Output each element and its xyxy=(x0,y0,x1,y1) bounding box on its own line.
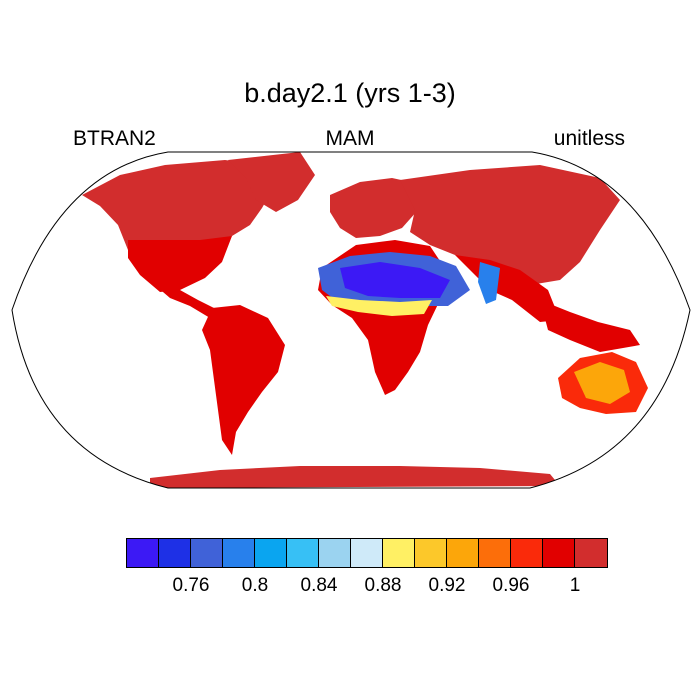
colorbar-swatch xyxy=(447,539,479,567)
australia-interior-region xyxy=(574,362,630,404)
colorbar-swatch xyxy=(575,539,607,567)
units-label: unitless xyxy=(553,127,625,150)
sahel-transition-region xyxy=(326,296,432,316)
north-america-region xyxy=(82,160,275,288)
colorbar-tick-label: 0.76 xyxy=(172,575,210,596)
colorbar-swatch xyxy=(351,539,383,567)
colorbar-tick-label: 0.84 xyxy=(300,575,338,596)
globe-outline xyxy=(11,151,691,489)
colorbar-swatch xyxy=(223,539,255,567)
colorbar-tick-label: 1 xyxy=(569,575,581,596)
colorbar-swatch xyxy=(287,539,319,567)
greenland-region xyxy=(228,152,315,212)
colorbar-swatch xyxy=(511,539,543,567)
colorbar-tick-label: 0.92 xyxy=(428,575,466,596)
variable-label: BTRAN2 xyxy=(73,127,156,150)
colorbar-swatch xyxy=(127,539,159,567)
colorbar-tick-label: 0.96 xyxy=(492,575,530,596)
colorbar-tick-label: 0.88 xyxy=(364,575,402,596)
south-america-region xyxy=(202,305,285,455)
colorbar-swatch xyxy=(479,539,511,567)
antarctica-region xyxy=(150,466,560,488)
colorbar-swatch xyxy=(159,539,191,567)
colorbar-swatch xyxy=(543,539,575,567)
colorbar-swatch xyxy=(383,539,415,567)
season-label: MAM xyxy=(325,127,375,150)
colorbar-swatch xyxy=(191,539,223,567)
colorbar-swatch xyxy=(415,539,447,567)
southeast-asia-region xyxy=(540,300,640,352)
india-dry-region xyxy=(478,262,500,304)
colorbar-tick-label: 0.8 xyxy=(241,575,269,596)
europe-region xyxy=(330,178,420,238)
colorbar-swatch xyxy=(319,539,351,567)
map-title: b.day2.1 (yrs 1-3) xyxy=(244,78,456,108)
us-south-region xyxy=(128,236,232,292)
central-america-region xyxy=(156,286,226,318)
colorbar-swatch xyxy=(255,539,287,567)
sahara-core-region xyxy=(340,262,450,298)
colorbar xyxy=(126,538,608,568)
